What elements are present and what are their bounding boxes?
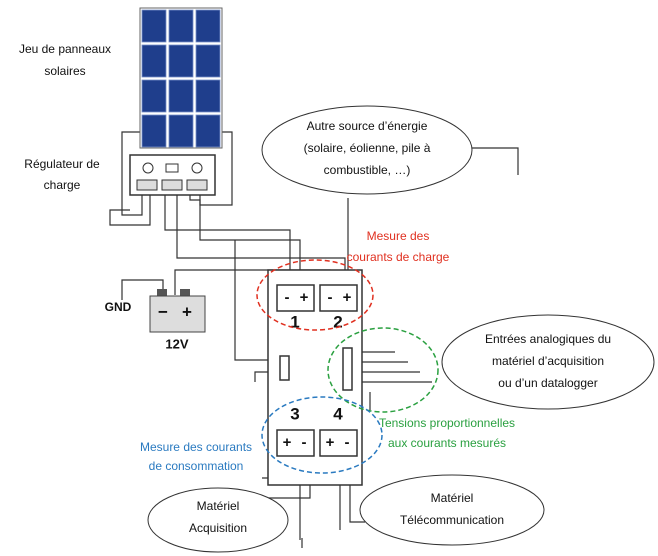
battery-label: 12V	[165, 336, 188, 351]
gnd-label: GND	[105, 300, 132, 314]
analog-oval	[441, 314, 655, 410]
channel-number: 1	[290, 312, 299, 331]
terminal-sign: -	[302, 434, 307, 451]
telecom-label: Matériel	[431, 491, 474, 505]
battery	[149, 289, 206, 333]
analog-label: ou d’un datalogger	[498, 376, 597, 390]
voltage-label: aux courants mesurés	[388, 436, 506, 450]
terminal-sign: +	[343, 289, 352, 306]
regulator-label: Régulateur de	[24, 157, 100, 171]
regulator-box	[129, 154, 216, 196]
analog-label: matériel d’acquisition	[492, 354, 604, 368]
panels-label: solaires	[44, 64, 85, 78]
terminal-sign: -	[285, 289, 290, 306]
terminal-sign: -	[345, 434, 350, 451]
terminal-sign: +	[300, 289, 309, 306]
battery-plus: +	[182, 302, 192, 321]
panels-label: Jeu de panneaux	[19, 42, 111, 56]
consumption-label: de consommation	[149, 459, 244, 473]
channel-number: 4	[333, 404, 343, 423]
voltage-zone	[327, 327, 439, 413]
analog-label: Entrées analogiques du	[485, 332, 611, 346]
terminal-sign: +	[326, 434, 335, 451]
source-label: combustible, …)	[324, 163, 411, 177]
charge-label: courants de charge	[347, 250, 450, 264]
channel-number: 3	[290, 404, 299, 423]
acquisition-label: Matériel	[197, 499, 240, 513]
consumption-label: Mesure des courants	[140, 440, 252, 454]
telecom-label: Télécommunication	[400, 513, 504, 527]
terminal-sign: +	[283, 434, 292, 451]
source-label: (solaire, éolienne, pile à	[304, 141, 431, 155]
voltage-label: Tensions proportionnelles	[379, 416, 515, 430]
acquisition-oval	[147, 487, 289, 553]
solar-panels	[139, 7, 223, 149]
regulator-label: charge	[44, 178, 81, 192]
terminal-sign: -	[328, 289, 333, 306]
telecom-oval	[359, 474, 545, 546]
charge-zone	[256, 259, 374, 331]
charge-label: Mesure des	[367, 229, 430, 243]
channel-number: 2	[333, 312, 342, 331]
wires	[109, 131, 519, 548]
battery-minus: −	[158, 302, 168, 321]
consumption-zone	[261, 396, 383, 474]
source-oval	[261, 105, 473, 195]
terminals	[276, 284, 358, 457]
acquisition-label: Acquisition	[189, 521, 247, 535]
source-label: Autre source d’énergie	[307, 119, 428, 133]
